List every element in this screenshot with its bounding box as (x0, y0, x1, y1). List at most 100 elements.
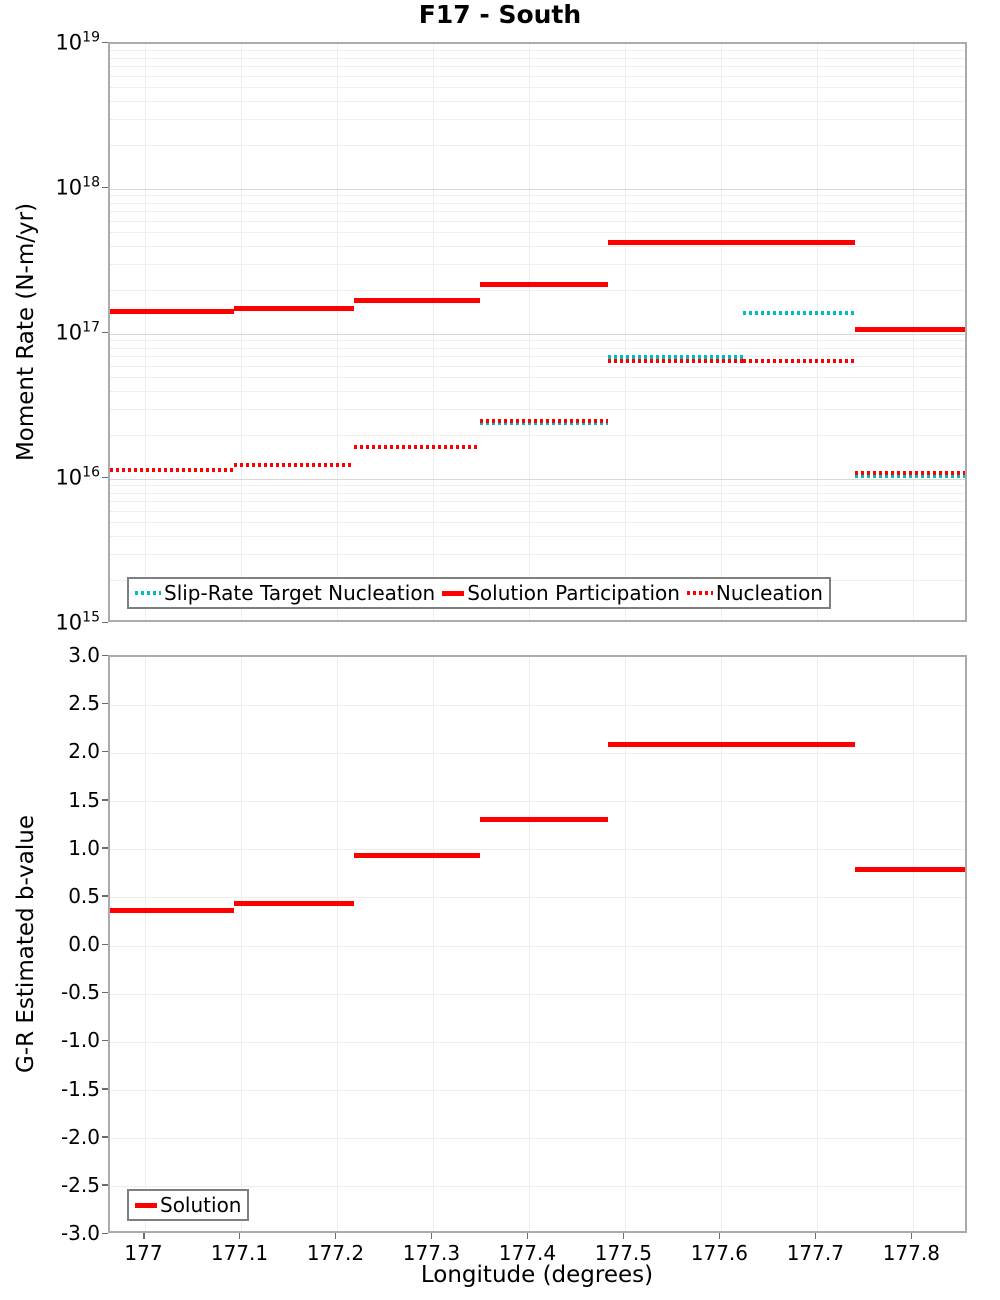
y-gridline-minor (110, 87, 965, 89)
series-segment-solution-participation (480, 281, 609, 287)
y-gridline (110, 752, 965, 754)
y-tick-label: -2.0 (60, 1124, 100, 1149)
x-gridline (432, 657, 434, 1231)
y-tick-label: -2.5 (60, 1172, 100, 1197)
x-gridline (240, 44, 242, 620)
y-gridline-minor (110, 347, 965, 349)
x-tick-mark (430, 1233, 433, 1239)
y-tick-mark (102, 186, 108, 188)
x-tick-label: 177 (124, 1241, 163, 1265)
y-gridline-minor (110, 289, 965, 291)
x-gridline (912, 657, 914, 1231)
dotted-line-swatch-icon (135, 591, 161, 595)
y-gridline-minor (110, 510, 965, 512)
y-tick-label: 0.5 (68, 883, 100, 908)
y-tick-mark (102, 1088, 108, 1090)
series-segment-solution-participation (233, 306, 354, 312)
x-tick-label: 177.6 (690, 1241, 749, 1265)
figure-title: F17 - South (418, 0, 582, 29)
y-tick-label: 0.0 (68, 932, 100, 956)
y-tick-label: 2.0 (68, 739, 100, 764)
x-gridline (816, 657, 818, 1231)
x-tick-mark (622, 1233, 625, 1239)
x-gridline (336, 657, 338, 1231)
x-tick-label: 177.2 (306, 1241, 365, 1265)
x-gridline (432, 44, 434, 620)
series-segment-nucleation (743, 359, 855, 364)
series-segment-solution (854, 867, 965, 873)
series-segment-solution (110, 907, 234, 913)
x-gridline (528, 657, 530, 1231)
x-tick-mark (718, 1233, 721, 1239)
x-gridline (145, 657, 146, 1231)
y-tick-label: 1016 (55, 464, 100, 490)
y-gridline-major (110, 333, 965, 335)
y-gridline-minor (110, 355, 965, 357)
x-tick-mark (526, 1233, 529, 1239)
y-gridline-minor (110, 409, 965, 411)
moment-rate-plot (108, 42, 967, 622)
series-segment-nucleation (608, 359, 744, 364)
legend-item: Nucleation (686, 581, 823, 605)
y-tick-mark (102, 331, 108, 333)
series-segment-slip-rate-target-nucleation (608, 355, 744, 360)
y-tick-label: -1.0 (60, 1028, 100, 1053)
x-gridline (528, 44, 530, 620)
x-tick-label: 177.5 (594, 1241, 653, 1265)
y-tick-label: 1015 (55, 609, 100, 635)
y-tick-mark (102, 654, 108, 656)
y-gridline-major (110, 478, 965, 480)
x-tick-mark (334, 1233, 337, 1239)
x-tick-label: 177.1 (210, 1241, 269, 1265)
y-tick-label: 3.0 (68, 643, 100, 667)
legend-label: Slip-Rate Target Nucleation (164, 581, 436, 605)
y-tick-mark (102, 895, 108, 897)
y-gridline-minor (110, 485, 965, 487)
x-gridline (720, 44, 722, 620)
y-tick-mark (102, 1039, 108, 1042)
series-segment-solution-participation (110, 308, 234, 314)
y-gridline (110, 1186, 965, 1188)
y-tick-mark (102, 476, 108, 478)
y-tick-mark (102, 991, 108, 994)
series-segment-solution-participation (743, 240, 855, 246)
y-gridline (110, 704, 965, 706)
y-tick-label: 1019 (55, 29, 100, 55)
y-gridline-minor (110, 522, 965, 524)
y-tick-label: -1.5 (60, 1076, 100, 1101)
solid-line-swatch-icon (442, 590, 465, 596)
x-gridline (240, 657, 242, 1231)
x-tick-label: 177.8 (882, 1241, 940, 1265)
y-gridline (110, 801, 965, 802)
y-gridline-minor (110, 500, 965, 502)
y-gridline-minor (110, 202, 965, 204)
y-tick-label: 1.5 (68, 787, 100, 812)
y-gridline-minor (110, 119, 965, 121)
y-gridline-minor (110, 195, 965, 197)
legend-label: Solution Participation (467, 581, 680, 605)
series-segment-solution-participation (854, 327, 965, 333)
legend-item: Slip-Rate Target Nucleation (135, 581, 435, 605)
series-segment-slip-rate-target-nucleation (854, 473, 965, 478)
y-tick-mark (102, 621, 108, 623)
series-segment-nucleation (480, 419, 609, 424)
y-gridline-minor (110, 391, 965, 393)
series-segment-solution (608, 742, 744, 748)
dotted-line-swatch-icon (686, 591, 713, 595)
series-segment-nucleation (854, 470, 965, 475)
y-gridline-minor (110, 554, 965, 556)
y-gridline-minor (110, 340, 965, 342)
y-gridline-minor (110, 232, 965, 234)
y-tick-mark (102, 1232, 108, 1234)
y-tick-mark (102, 847, 108, 849)
y-tick-mark (102, 41, 108, 43)
series-segment-slip-rate-target-nucleation (743, 310, 855, 315)
y-gridline-minor (110, 264, 965, 266)
y-gridline (110, 945, 965, 947)
y-gridline (110, 1090, 965, 1091)
series-segment-solution-participation (353, 298, 481, 304)
y-gridline-minor (110, 65, 965, 67)
y-gridline-minor (110, 75, 965, 77)
legend-label: Solution (160, 1193, 242, 1217)
